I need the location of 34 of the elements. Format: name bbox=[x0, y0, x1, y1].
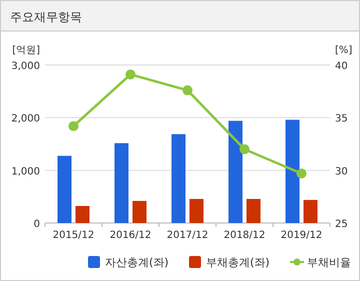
x-tick-label: 2018/12 bbox=[224, 230, 266, 241]
bar bbox=[304, 200, 318, 223]
bar bbox=[76, 206, 90, 223]
legend-label: 부채비율 bbox=[307, 256, 351, 269]
bar bbox=[286, 120, 300, 223]
y2-tick-label: 30 bbox=[335, 166, 348, 178]
bar bbox=[228, 120, 242, 223]
point bbox=[182, 85, 192, 96]
y-tick-label: 0 bbox=[34, 219, 40, 230]
bar bbox=[114, 143, 128, 223]
point bbox=[296, 168, 306, 178]
bar bbox=[190, 198, 204, 223]
y2-tick-label: 35 bbox=[335, 114, 348, 125]
legend-label: 부채총계(좌) bbox=[206, 256, 270, 269]
legend-label: 자산총계(좌) bbox=[105, 256, 169, 269]
x-tick-label: 2017/12 bbox=[166, 230, 208, 241]
bar bbox=[58, 156, 72, 223]
x-tick-label: 2016/12 bbox=[110, 230, 152, 241]
y2-axis-title: [%] bbox=[335, 45, 352, 56]
y2-tick-label: 40 bbox=[335, 61, 348, 72]
y-tick-label: 1,000 bbox=[11, 166, 40, 178]
y-axis-title: [억원] bbox=[12, 45, 40, 56]
chart-title: 주요재무항목 bbox=[10, 10, 82, 24]
point bbox=[68, 121, 78, 132]
bar bbox=[172, 134, 186, 223]
point bbox=[126, 69, 136, 80]
bar bbox=[132, 200, 146, 223]
x-tick-label: 2015/12 bbox=[52, 230, 94, 241]
y2-tick-label: 25 bbox=[335, 219, 348, 230]
y-tick-label: 2,000 bbox=[11, 114, 40, 125]
point bbox=[240, 144, 250, 154]
bar bbox=[246, 198, 260, 223]
x-tick-label: 2019/12 bbox=[280, 230, 322, 241]
y-tick-label: 3,000 bbox=[11, 61, 40, 72]
